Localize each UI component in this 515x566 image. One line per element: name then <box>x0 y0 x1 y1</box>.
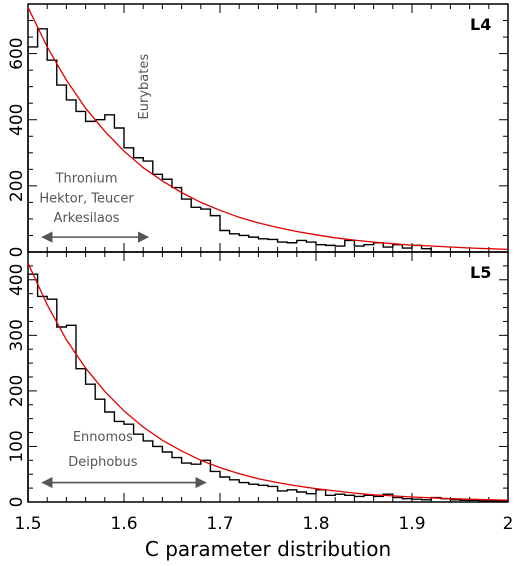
y-tick-label: 0 <box>7 247 27 258</box>
y-tick-label: 200 <box>7 375 27 407</box>
x-axis-label: C parameter distribution <box>145 537 391 561</box>
y-tick-label: 400 <box>7 264 27 296</box>
y-tick-label: 0 <box>7 497 27 508</box>
y-tick-label: 400 <box>7 104 27 136</box>
panel-l5: 0 100 200 300 400 L5 Ennomos Deiphobus 1.5 1.6 1.7… <box>7 251 514 561</box>
panels: 0 200 400 600 L4 Eurybates Thronium Hektor, Teu… <box>7 3 514 561</box>
fit-curve <box>27 7 509 251</box>
annotation-text: Thronium <box>55 172 118 187</box>
y-tick-label: 200 <box>7 170 27 202</box>
annotation-text: Deiphobus <box>68 455 138 470</box>
x-tick-label: 1.9 <box>398 514 425 534</box>
x-tick-label: 1.7 <box>206 514 233 534</box>
annotation-text: Ennomos <box>73 430 133 445</box>
y-tick-label: 600 <box>7 37 27 69</box>
x-tick-label: 2 <box>503 514 514 534</box>
panel-l4: 0 200 400 600 L4 Eurybates Thronium Hektor, Teu… <box>7 3 509 258</box>
x-tick-label: 1.8 <box>302 514 329 534</box>
y-tick-label: 300 <box>7 319 27 351</box>
fit-curve <box>27 262 509 501</box>
panel-label: L4 <box>470 15 491 34</box>
annotation-vertical-label: Eurybates <box>137 54 152 120</box>
histogram-series <box>27 273 509 502</box>
histogram-series <box>27 28 441 253</box>
y-tick-label: 100 <box>7 430 27 462</box>
annotation-text: Hektor, Teucer <box>39 191 134 206</box>
x-tick-label: 1.6 <box>110 514 137 534</box>
x-tick-label: 1.5 <box>14 514 41 534</box>
annotation-text: Arkesilaos <box>54 211 120 226</box>
panel-label: L5 <box>470 263 491 282</box>
